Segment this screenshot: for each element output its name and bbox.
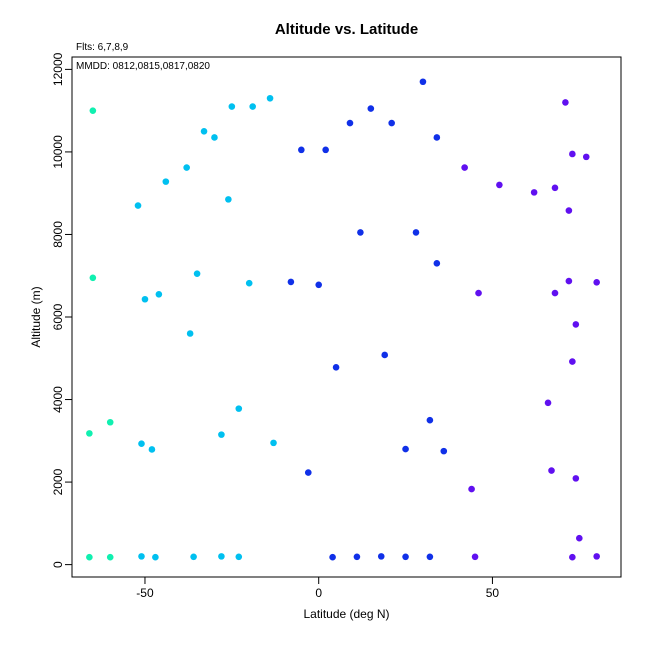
data-point	[218, 553, 225, 560]
data-point	[235, 405, 243, 412]
data-point	[298, 146, 305, 154]
data-point	[190, 553, 197, 561]
data-point	[193, 270, 201, 277]
data-point	[138, 553, 145, 560]
data-point	[186, 330, 194, 337]
data-point	[402, 553, 409, 561]
y-tick-label: 12000	[51, 52, 65, 86]
data-point	[270, 439, 277, 447]
data-point	[461, 164, 468, 171]
data-point	[496, 181, 503, 189]
data-point	[377, 553, 385, 560]
data-point	[315, 281, 323, 289]
data-point	[86, 553, 93, 561]
data-point	[468, 485, 475, 493]
plot-frame	[71, 56, 622, 578]
data-point	[304, 469, 312, 476]
data-point	[565, 207, 573, 214]
data-point	[245, 279, 253, 287]
data-point	[106, 553, 114, 561]
data-point	[433, 260, 441, 267]
y-tick-label: 10000	[51, 135, 65, 169]
data-point	[572, 475, 580, 482]
x-axis-label: Latitude (deg N)	[303, 607, 389, 621]
dates-annotation: MMDD: 0812,0815,0817,0820	[76, 61, 210, 72]
data-point	[419, 78, 427, 86]
data-point	[357, 229, 364, 236]
chart-title: Altitude vs. Latitude	[275, 21, 418, 38]
data-point	[141, 295, 149, 303]
flights-annotation: Flts: 6,7,8,9	[76, 42, 129, 53]
data-point	[287, 278, 295, 286]
x-tick-label: 50	[486, 586, 500, 600]
data-point	[440, 447, 448, 455]
data-point	[200, 127, 208, 135]
data-point	[211, 134, 218, 141]
data-point	[551, 184, 559, 192]
data-point	[593, 279, 600, 286]
data-point	[412, 229, 420, 236]
data-point	[148, 446, 156, 453]
data-point	[569, 553, 576, 561]
data-point	[218, 431, 225, 438]
y-axis: 0 2000 4000 6000 8000 10000 12000	[51, 52, 73, 568]
data-point	[183, 164, 190, 171]
data-point	[569, 358, 576, 365]
y-tick-label: 6000	[51, 303, 65, 330]
data-point	[402, 445, 409, 453]
data-point	[593, 553, 600, 560]
data-point	[582, 153, 590, 161]
data-point	[426, 416, 434, 424]
data-point	[89, 107, 97, 114]
data-point	[551, 289, 559, 297]
data-point	[138, 440, 145, 447]
data-point	[266, 94, 274, 102]
data-point	[471, 553, 479, 561]
data-point	[225, 196, 232, 203]
data-point	[235, 553, 243, 561]
data-point	[353, 553, 361, 561]
data-point	[332, 364, 340, 371]
y-tick-label: 2000	[51, 468, 65, 495]
data-point	[381, 351, 389, 359]
data-point	[388, 119, 395, 127]
data-point	[322, 146, 329, 154]
data-point	[367, 105, 375, 112]
y-tick-label: 0	[51, 561, 65, 568]
data-point	[89, 274, 97, 282]
data-point	[569, 150, 576, 158]
data-point	[572, 321, 580, 328]
data-point	[86, 430, 93, 437]
data-point	[562, 99, 569, 106]
data-point	[155, 291, 163, 298]
data-point	[249, 103, 256, 110]
data-point	[162, 178, 170, 185]
data-point	[548, 467, 555, 474]
x-axis: -50 0 50	[136, 576, 500, 600]
data-point	[544, 399, 552, 407]
y-axis-label: Altitude (m)	[29, 286, 43, 347]
y-tick-label: 4000	[51, 386, 65, 413]
x-tick-label: -50	[136, 586, 154, 600]
data-point	[106, 418, 114, 426]
data-point	[426, 553, 434, 561]
data-point	[134, 202, 142, 209]
data-points	[86, 78, 600, 561]
data-point	[433, 134, 441, 141]
data-point	[228, 103, 236, 110]
data-point	[475, 289, 482, 297]
data-point	[346, 119, 354, 127]
data-point	[565, 277, 573, 285]
data-point	[152, 553, 159, 561]
y-tick-label: 8000	[51, 221, 65, 248]
data-point	[576, 534, 583, 542]
x-tick-label: 0	[315, 586, 322, 600]
data-point	[530, 189, 538, 196]
data-point	[329, 553, 336, 561]
